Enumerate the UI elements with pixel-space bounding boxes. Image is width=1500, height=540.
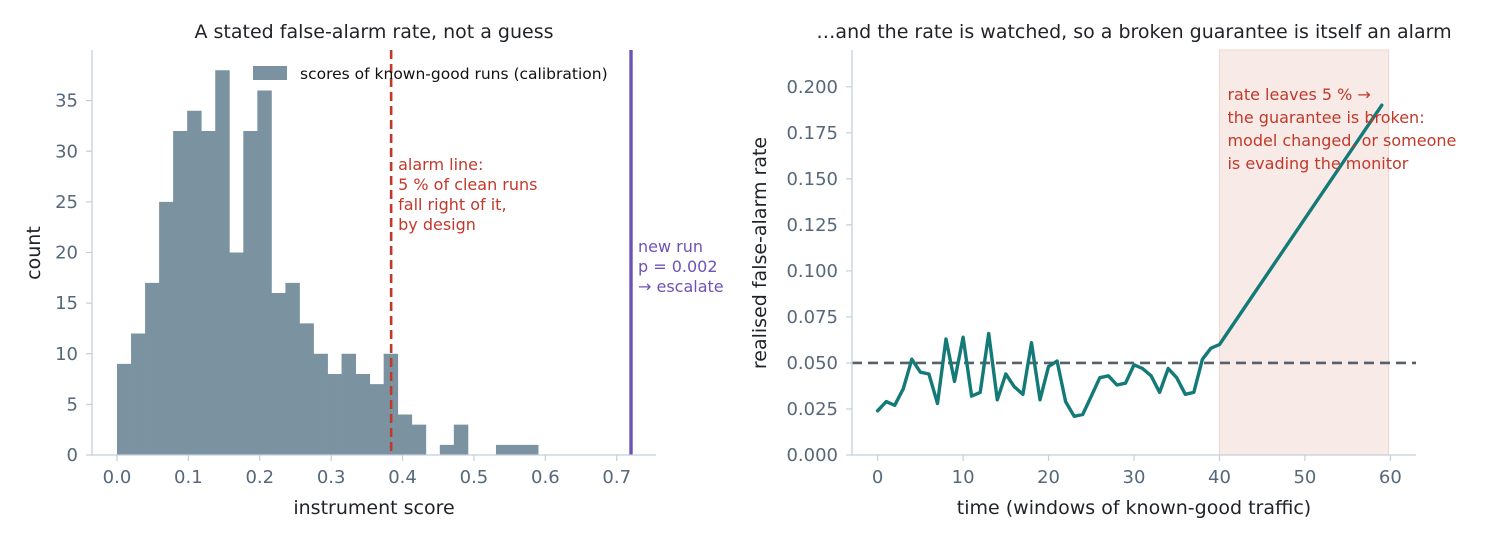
broken-guarantee-label: the guarantee is broken:	[1227, 108, 1424, 127]
histogram-chart: A stated false-alarm rate, not a guess a…	[23, 21, 724, 519]
broken-guarantee-region	[1218, 49, 1390, 456]
histogram-bar-13	[299, 323, 314, 455]
histogram-bar-10	[257, 90, 272, 455]
histogram-y-ticks: 0 5 10 15 20 25 30 35	[55, 91, 92, 466]
rate-x-tick-label: 0	[872, 467, 883, 488]
broken-guarantee-label: rate leaves 5 % →	[1227, 85, 1370, 104]
histogram-x-tick-label: 0.7	[602, 467, 631, 488]
histogram-x-tick-label: 0.5	[460, 467, 489, 488]
histogram-bar-23	[439, 444, 455, 455]
rate-x-tick-label: 50	[1293, 467, 1316, 488]
legend-swatch	[253, 66, 287, 80]
rate-x-tick-label: 10	[952, 467, 975, 488]
histogram-x-tick-label: 0.4	[388, 467, 417, 488]
rate-y-tick-label: 0.050	[786, 353, 838, 374]
rate-y-tick-label: 0.000	[786, 445, 838, 466]
broken-guarantee-label: is evading the monitor	[1227, 154, 1408, 173]
rate-x-ticks: 0 10 20 30 40 50 60	[872, 455, 1402, 488]
rate-y-tick-label: 0.125	[786, 215, 838, 236]
histogram-y-tick-label: 25	[55, 192, 78, 213]
rate-y-tick-label: 0.025	[786, 399, 838, 420]
alarm-line-label: alarm line:	[398, 155, 483, 174]
histogram-bar-1	[131, 333, 146, 455]
histogram-bar-11	[271, 293, 286, 455]
histogram-bar-29	[524, 444, 539, 455]
histogram-bar-0	[116, 363, 132, 455]
histogram-bar-12	[285, 282, 300, 455]
histogram-bar-28	[509, 444, 525, 455]
histogram-bar-15	[327, 374, 342, 455]
histogram-bar-24	[453, 424, 469, 455]
histogram-bar-8	[229, 252, 244, 455]
histogram-bar-27	[495, 444, 511, 455]
histogram-bar-2	[145, 282, 160, 455]
histogram-y-tick-label: 20	[55, 243, 78, 264]
histogram-y-tick-label: 10	[55, 344, 78, 365]
histogram-y-tick-label: 35	[55, 91, 78, 112]
legend-label: scores of known-good runs (calibration)	[300, 65, 608, 83]
rate-line-chart: …and the rate is watched, so a broken gu…	[749, 21, 1456, 519]
broken-guarantee-label: model changed, or someone	[1227, 131, 1456, 150]
rate-x-tick-label: 40	[1208, 467, 1231, 488]
rate-series-line	[875, 103, 1384, 418]
rate-x-tick-label: 20	[1037, 467, 1060, 488]
shaded-region	[1218, 49, 1390, 456]
rate-y-tick-label: 0.075	[786, 307, 838, 328]
histogram-bar-5	[187, 110, 202, 455]
histogram-y-tick-label: 15	[55, 293, 78, 314]
histogram-bar-3	[159, 201, 174, 455]
alarm-line-label: 5 % of clean runs	[398, 175, 537, 194]
histogram-x-tick-label: 0.2	[245, 467, 274, 488]
histogram-bar-21	[411, 424, 427, 455]
histogram-x-tick-label: 0.3	[317, 467, 346, 488]
rate-y-tick-label: 0.100	[786, 261, 838, 282]
histogram-legend: scores of known-good runs (calibration)	[253, 65, 608, 83]
rate-x-label: time (windows of known-good traffic)	[957, 497, 1311, 519]
histogram-bar-4	[173, 131, 188, 455]
rate-y-ticks: 0.000 0.025 0.050 0.075 0.100 0.125 0.150 0.175…	[786, 77, 852, 466]
alarm-line-label: fall right of it,	[398, 195, 506, 214]
histogram-x-tick-label: 0.1	[174, 467, 203, 488]
histogram-y-tick-label: 5	[67, 394, 78, 415]
rate-chart-title: …and the rate is watched, so a broken gu…	[816, 21, 1451, 43]
new-run-label: new run	[638, 237, 703, 256]
new-run-label: → escalate	[638, 277, 724, 296]
histogram-x-tick-label: 0.0	[103, 467, 132, 488]
rate-series-polyline	[875, 103, 1384, 418]
broken-guarantee-annotation: rate leaves 5 % → the guarantee is broken…	[1227, 85, 1456, 173]
rate-y-label: realised false-alarm rate	[749, 137, 771, 369]
histogram-x-tick-label: 0.6	[531, 467, 560, 488]
histogram-y-tick-label: 0	[67, 445, 78, 466]
histogram-bar-16	[341, 353, 356, 455]
new-run-label: p = 0.002	[638, 257, 718, 276]
histogram-bar-18	[369, 384, 385, 455]
rate-x-tick-label: 30	[1123, 467, 1146, 488]
histogram-bar-9	[243, 131, 258, 455]
rate-y-tick-label: 0.175	[786, 123, 838, 144]
histogram-bar-20	[397, 414, 413, 455]
histogram-title: A stated false-alarm rate, not a guess	[194, 21, 553, 43]
histogram-bar-17	[355, 374, 371, 455]
rate-y-tick-label: 0.150	[786, 169, 838, 190]
histogram-bar-14	[313, 353, 328, 455]
histogram-bar-6	[201, 131, 216, 455]
histogram-bars	[116, 70, 539, 455]
histogram-x-label: instrument score	[293, 497, 454, 519]
histogram-y-tick-label: 30	[55, 141, 78, 162]
histogram-x-ticks: 0.0 0.1 0.2 0.3 0.4 0.5 0.6 0.7	[103, 455, 631, 488]
alarm-line-label: by design	[398, 215, 476, 234]
rate-x-tick-label: 60	[1379, 467, 1402, 488]
rate-y-tick-label: 0.200	[786, 77, 838, 98]
histogram-y-label: count	[23, 226, 45, 280]
histogram-bar-7	[215, 70, 230, 455]
